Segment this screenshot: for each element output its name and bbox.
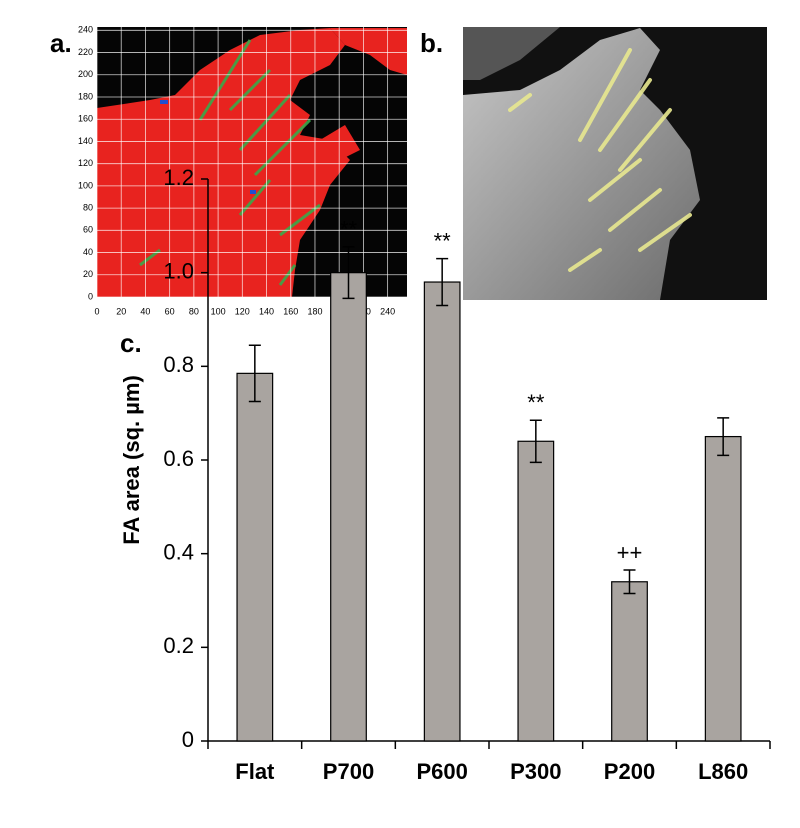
- x-tick-label: P200: [604, 759, 655, 784]
- x-tick-label: 0: [94, 306, 99, 316]
- y-tick-label: 200: [78, 69, 93, 79]
- error-bar: [248, 344, 261, 403]
- error-bar: [623, 569, 636, 595]
- x-tick-label: L860: [698, 759, 748, 784]
- y-tick-label: 40: [83, 247, 93, 257]
- y-tick-label: 1.2: [163, 165, 194, 190]
- bar: [423, 281, 461, 742]
- annotation: **: [434, 228, 452, 253]
- error-bar: [529, 419, 542, 464]
- bar: [236, 372, 274, 742]
- x-tick-label: 160: [283, 306, 298, 316]
- bar: [611, 581, 648, 742]
- y-tick-label: 0.6: [163, 446, 194, 471]
- bar: [517, 440, 555, 742]
- x-tick-label: P700: [323, 759, 374, 784]
- y-axis-label: FA area (sq. µm): [119, 375, 144, 545]
- x-tick-label: 20: [116, 306, 126, 316]
- x-tick-label: Flat: [235, 759, 275, 784]
- panel-label: c.: [120, 328, 142, 358]
- x-tick-label: P600: [416, 759, 467, 784]
- y-tick-label: 100: [78, 180, 93, 190]
- y-tick-label: 0: [182, 727, 194, 752]
- x-tick-label: 120: [235, 306, 250, 316]
- y-tick-label: 0.8: [163, 352, 194, 377]
- x-tick-label: 60: [165, 306, 175, 316]
- heatmap-image: [97, 27, 407, 297]
- y-tick-label: 0.4: [163, 539, 194, 564]
- microscopy-image: [463, 27, 767, 300]
- y-tick-label: 120: [78, 158, 93, 168]
- error-bar: [436, 257, 449, 307]
- y-tick-label: 60: [83, 225, 93, 235]
- error-bar: [342, 246, 355, 300]
- y-tick-label: 180: [78, 91, 93, 101]
- annotation: **: [340, 217, 358, 242]
- y-tick-label: 140: [78, 136, 93, 146]
- x-tick-label: 80: [189, 306, 199, 316]
- y-tick-label: 80: [83, 202, 93, 212]
- x-tick-label: 180: [307, 306, 322, 316]
- y-tick-label: 20: [83, 269, 93, 279]
- panel-label: a.: [50, 28, 72, 58]
- x-tick-label: P300: [510, 759, 561, 784]
- x-tick-label: 140: [259, 306, 274, 316]
- x-tick-label: 100: [211, 306, 226, 316]
- annotation: **: [527, 390, 545, 415]
- bar: [704, 435, 742, 742]
- x-tick-label: 40: [140, 306, 150, 316]
- panel-label: b.: [420, 28, 443, 58]
- y-tick-label: 0.2: [163, 633, 194, 658]
- bar: [330, 272, 367, 742]
- y-tick-label: 160: [78, 114, 93, 124]
- y-tick-label: 0: [88, 291, 93, 301]
- annotation: ++: [617, 540, 643, 565]
- y-tick-label: 1.0: [163, 258, 194, 283]
- x-tick-label: 240: [380, 306, 395, 316]
- y-tick-label: 220: [78, 47, 93, 57]
- error-bar: [717, 417, 730, 457]
- y-tick-label: 240: [78, 25, 93, 35]
